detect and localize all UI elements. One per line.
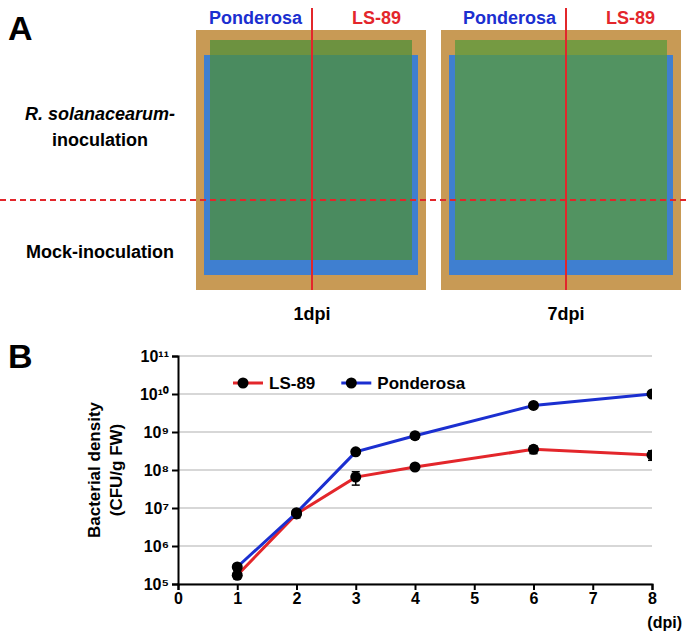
point (232, 562, 243, 573)
plot-area (232, 389, 652, 581)
panel-a: A Ponderosa LS-89 1dpi Ponderosa LS-89 7dpi R. … (0, 8, 687, 324)
x-tick-label: 2 (293, 590, 302, 607)
point (410, 430, 421, 441)
x-tick: 4 (411, 584, 420, 607)
y-tick: 10⁵ (144, 576, 178, 593)
figure: A Ponderosa LS-89 1dpi Ponderosa LS-89 7dpi R. … (0, 0, 687, 634)
point (647, 449, 653, 460)
grid-line (178, 545, 652, 546)
point (291, 507, 302, 518)
y-tick-mark (172, 546, 178, 548)
x-tick-mark (355, 584, 357, 590)
x-tick-label: 3 (352, 590, 361, 607)
grid-line (178, 355, 652, 356)
x-tick-mark (237, 584, 239, 590)
point (647, 389, 653, 400)
series-line (237, 394, 652, 567)
photo-plants (455, 40, 667, 260)
y-tick-mark (172, 470, 178, 472)
y-axis-title: Bacterial density (85, 401, 104, 538)
x-tick: 8 (648, 584, 657, 607)
x-tick: 1 (233, 584, 242, 607)
x-axis-line (179, 585, 653, 591)
column-label: Ponderosa (209, 8, 303, 28)
x-tick: 0 (174, 584, 183, 607)
y-tick-mark (172, 584, 178, 586)
column-label: LS-89 (606, 8, 655, 28)
y-tick-mark (172, 356, 178, 358)
y-tick-label: 10¹⁰ (140, 386, 169, 403)
y-tick-label: 10¹¹ (141, 348, 169, 365)
legend-item: Ponderosa (341, 374, 465, 393)
point (350, 446, 361, 457)
error-cap (352, 484, 360, 486)
y-tick-mark (172, 432, 178, 434)
x-axis-title: (dpi) (647, 614, 682, 631)
row-label: inoculation (52, 130, 148, 150)
x-tick-mark (533, 584, 535, 590)
legend-label: Ponderosa (377, 374, 465, 393)
x-axis: 0 1 2 3 4 5 6 7 8 (174, 584, 657, 607)
y-tick-mark (172, 394, 178, 396)
x-tick-label: 0 (174, 590, 183, 607)
x-tick-mark (296, 584, 298, 590)
x-tick-mark (415, 584, 417, 590)
x-tick-label: 5 (470, 590, 479, 607)
row-divider (0, 199, 687, 201)
x-tick-mark (652, 584, 654, 590)
x-tick-label: 7 (589, 590, 598, 607)
column-label: Ponderosa (463, 8, 557, 28)
y-axis: 10⁵ 10⁶ 10⁷ 10⁸ 10⁹ 10¹⁰ 10¹¹ (140, 348, 179, 593)
series-line (237, 449, 652, 575)
x-tick: 7 (589, 584, 598, 607)
x-tick-mark (592, 584, 594, 590)
y-tick-label: 10⁵ (144, 576, 169, 593)
x-tick: 2 (293, 584, 302, 607)
y-tick: 10⁹ (144, 424, 178, 441)
divider (311, 8, 313, 290)
column-label: LS-89 (352, 8, 401, 28)
legend-label: LS-89 (269, 374, 315, 393)
y-tick: 10¹⁰ (140, 386, 178, 403)
x-tick: 3 (352, 584, 361, 607)
y-tick-label: 10⁶ (144, 538, 169, 555)
time-label: 1dpi (293, 304, 330, 324)
point (528, 400, 539, 411)
point (350, 472, 361, 483)
divider (565, 8, 567, 290)
time-label: 7dpi (547, 304, 584, 324)
y-axis-line (172, 357, 179, 585)
x-tick-label: 1 (233, 590, 242, 607)
x-tick-label: 4 (411, 590, 420, 607)
y-tick-label: 10⁸ (144, 462, 169, 479)
legend: LS-89 Ponderosa (233, 374, 466, 393)
legend-marker (346, 378, 357, 389)
grid-line (178, 393, 652, 394)
x-tick-mark (474, 584, 476, 590)
panel-label: A (8, 9, 33, 47)
x-tick: 6 (530, 584, 539, 607)
y-axis-title: (CFU/g FW) (107, 424, 126, 517)
x-tick-label: 6 (530, 590, 539, 607)
y-tick-label: 10⁹ (144, 424, 169, 441)
y-tick: 10⁶ (144, 538, 178, 555)
y-tick: 10¹¹ (141, 348, 178, 365)
point (410, 461, 421, 472)
photo (441, 30, 681, 290)
panel-label: B (8, 337, 33, 375)
legend-item: LS-89 (233, 374, 315, 393)
grid-line (178, 507, 652, 508)
row-label: R. solanacearum- (25, 104, 175, 124)
grid (178, 356, 652, 584)
legend-marker (238, 378, 249, 389)
point (528, 444, 539, 455)
panel-b: B 0 1 2 3 4 5 6 7 8 10⁵ 10⁶ 10⁷ 10⁸ 10⁹ 10¹⁰ 10¹¹ (dpi) Ba… (8, 337, 682, 631)
x-tick-label: 8 (648, 590, 657, 607)
y-tick-mark (172, 508, 178, 510)
row-label: Mock-inoculation (26, 242, 174, 262)
y-tick: 10⁸ (144, 462, 178, 479)
x-tick: 5 (470, 584, 479, 607)
y-tick-label: 10⁷ (145, 500, 169, 517)
y-tick: 10⁷ (145, 500, 178, 517)
